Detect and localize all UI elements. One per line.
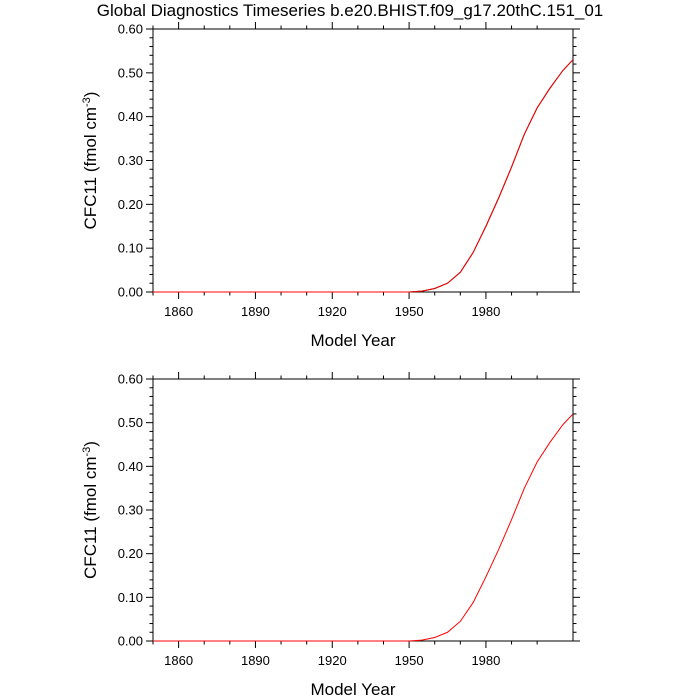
panel-2-x-tick-label: 1890: [241, 653, 270, 668]
panel-2-x-axis-title: Model Year: [310, 680, 395, 699]
panel-2-x-tick-label: 1920: [318, 653, 347, 668]
panel-1-y-tick-label: 0.40: [118, 109, 143, 124]
panel-1-y-tick-label: 0.50: [118, 65, 143, 80]
panel-2-y-tick-label: 0.60: [118, 372, 143, 387]
panel-1-x-tick-label: 1950: [395, 304, 424, 319]
panel-1-plot-frame: [152, 28, 574, 293]
panel-2-y-tick-label: 0.20: [118, 546, 143, 561]
panel-1-series-1-line: [153, 59, 573, 293]
panel-2-y-tick-label: 0.50: [118, 415, 143, 430]
panel-1-x-tick-label: 1920: [318, 304, 347, 319]
panel-2-x-tick-label: 1950: [395, 653, 424, 668]
panel-2-y-tick-label: 0.00: [118, 634, 143, 649]
panel-1-x-tick-label: 1980: [471, 304, 500, 319]
panel-2-x-tick-label: 1980: [471, 653, 500, 668]
panel-2-plot-frame: [152, 378, 574, 642]
panel-1-y-tick-label: 0.30: [118, 153, 143, 168]
panel-2-x-tick-label: 1860: [164, 653, 193, 668]
panel-1-y-tick-label: 0.00: [118, 285, 143, 300]
panel-2-series-1-line: [153, 413, 573, 642]
panel-1-y-tick-label: 0.20: [118, 197, 143, 212]
panel-1-x-tick-label: 1860: [164, 304, 193, 319]
panel-2-y-axis-title: CFC11 (fmol cm-3): [81, 441, 100, 579]
panel-2-y-tick-label: 0.40: [118, 459, 143, 474]
chart-title: Global Diagnostics Timeseries b.e20.BHIS…: [96, 1, 604, 20]
panel-1-y-tick-label: 0.10: [118, 241, 143, 256]
panel-1-y-axis-title: CFC11 (fmol cm-3): [81, 92, 100, 230]
panel-1-y-tick-label: 0.60: [118, 22, 143, 37]
panel-1-x-tick-label: 1890: [241, 304, 270, 319]
panel-1-x-axis-title: Model Year: [310, 331, 395, 350]
panel-2-y-tick-label: 0.30: [118, 503, 143, 518]
panel-1-series-2-line: [153, 59, 573, 293]
panel-2-y-tick-label: 0.10: [118, 590, 143, 605]
